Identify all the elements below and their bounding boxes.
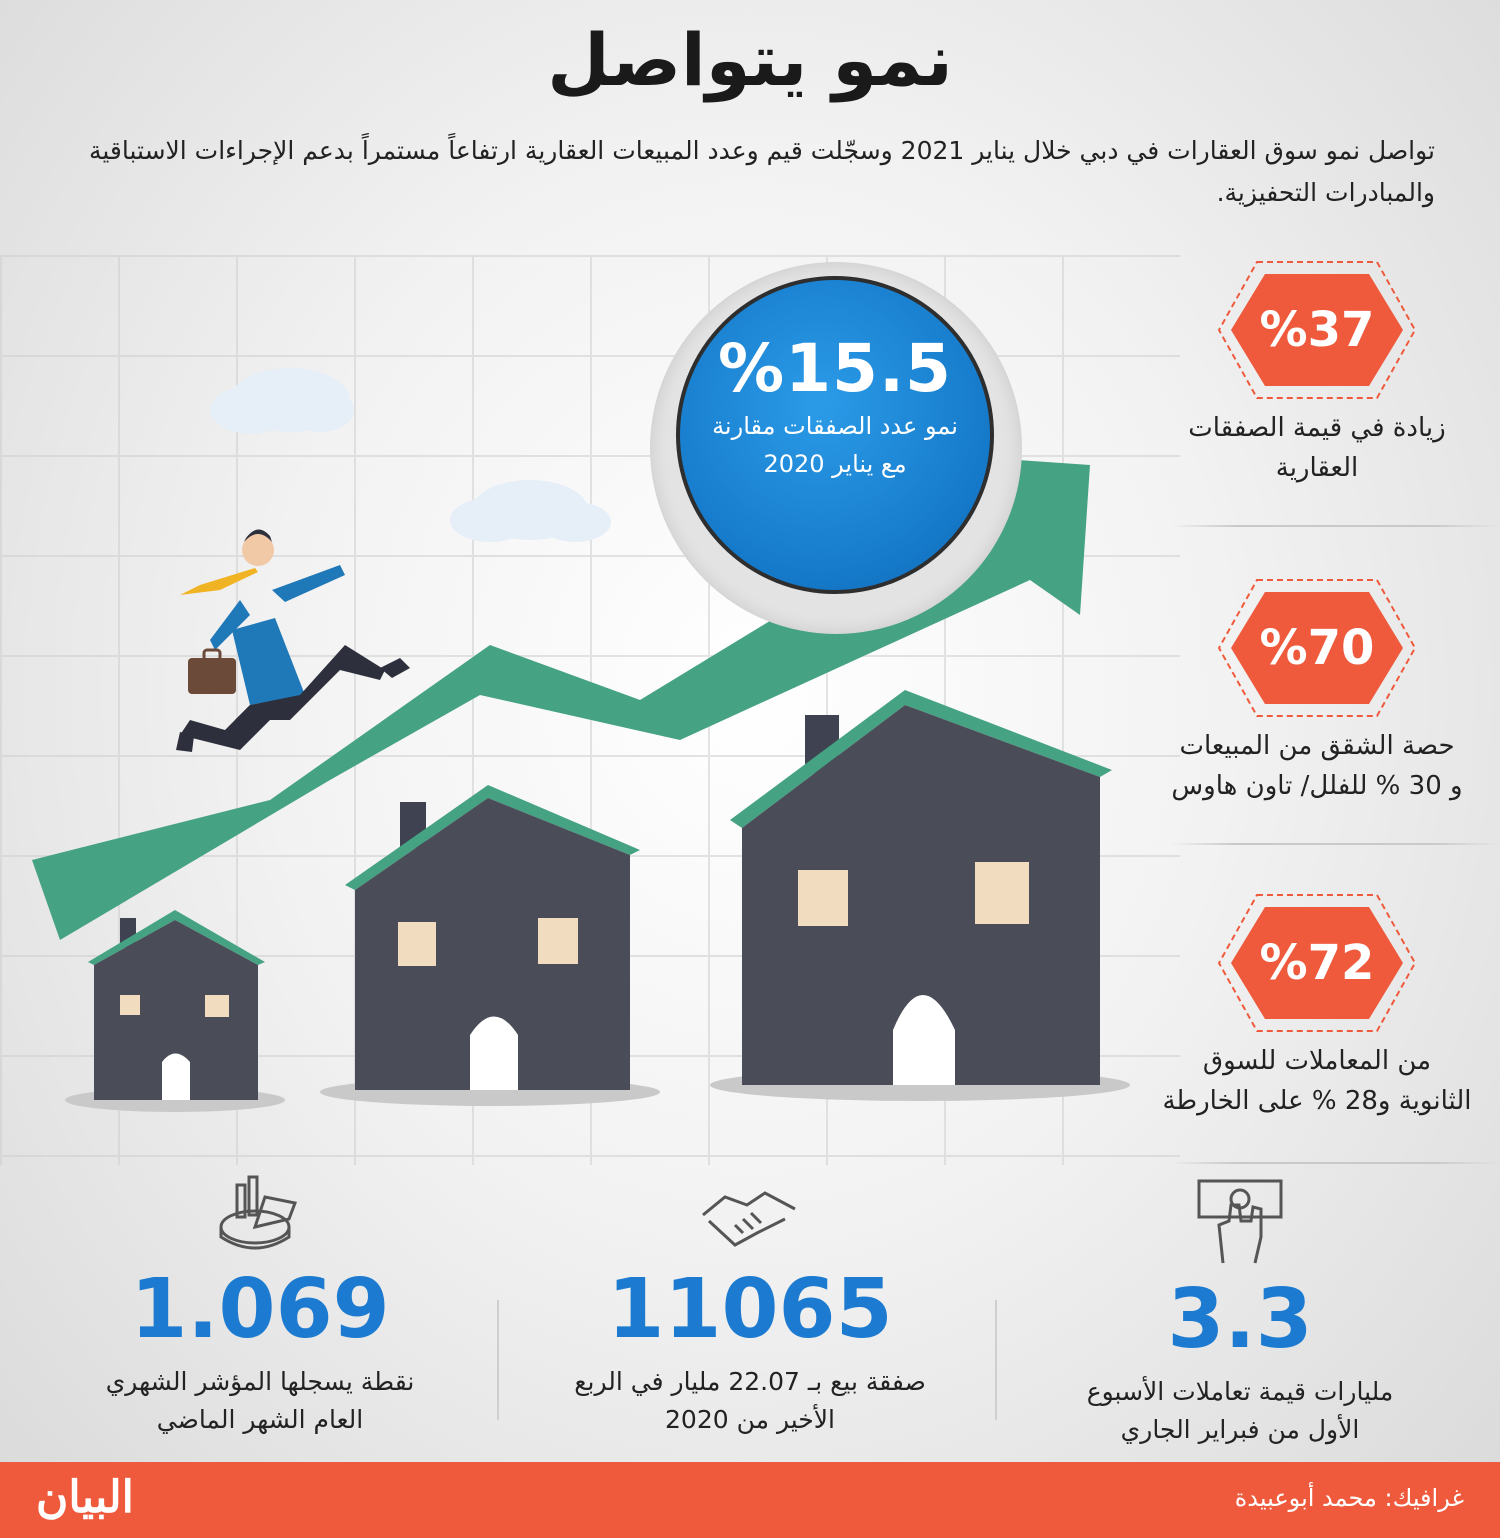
stat-label-line1: صفقة بيع بـ 22.07 مليار في الربع	[574, 1367, 926, 1396]
bottom-stat-deals: 11065 صفقة بيع بـ 22.07 مليار في الربع ا…	[540, 1175, 960, 1439]
side-stat-label-line1: من المعاملات للسوق	[1202, 1046, 1432, 1076]
bubble-label-line1: نمو عدد الصفقات مقارنة	[712, 412, 958, 440]
side-divider	[1170, 525, 1500, 527]
chart-pie-icon	[219, 1175, 298, 1250]
hexagon-badge: %37	[1217, 260, 1417, 400]
side-divider	[1170, 843, 1500, 845]
brand-logo: البيان	[36, 1472, 134, 1523]
stat-divider	[995, 1300, 997, 1420]
intro-text: تواصل نمو سوق العقارات في دبي خلال يناير…	[88, 136, 1435, 207]
handshake-icon	[702, 1191, 796, 1247]
stat-label-line2: العام الشهر الماضي	[156, 1405, 364, 1434]
stat-value: 3.3	[1167, 1272, 1313, 1367]
house-large	[730, 690, 1112, 1085]
bubble-label-line2: مع يناير 2020	[763, 450, 907, 478]
side-stat-3: %72 من المعاملات للسوق الثانوية و28 % عل…	[1152, 893, 1482, 1121]
footer-bar: البيان غرافيك: محمد أبوعبيدة	[0, 1462, 1500, 1538]
hexagon-badge: %70	[1217, 578, 1417, 718]
growth-illustration	[32, 368, 1130, 1112]
page-title: نمو يتواصل	[547, 18, 953, 102]
stat-value: 1.069	[130, 1262, 390, 1357]
growth-arrow	[32, 455, 1090, 940]
side-stat-value: %37	[1259, 302, 1375, 358]
side-stat-label-line2: العقارية	[1275, 453, 1359, 483]
side-stat-1: %37 زيادة في قيمة الصفقات العقارية	[1152, 260, 1482, 488]
side-stat-label-line2: و 30 % للفلل/ تاون هاوس	[1171, 771, 1463, 801]
stat-label-line2: الأول من فبراير الجاري	[1120, 1415, 1360, 1444]
bottom-stat-index: 1.069 نقطة يسجلها المؤشر الشهري العام ال…	[50, 1175, 470, 1439]
bubble-value: %15.5	[718, 330, 952, 407]
side-stat-2: %70 حصة الشقق من المبيعات و 30 % للفلل/ …	[1152, 578, 1482, 806]
house-small	[88, 910, 265, 1100]
deals-growth-bubble: %15.5 نمو عدد الصفقات مقارنة مع يناير 20…	[676, 276, 994, 594]
side-stat-label-line1: حصة الشقق من المبيعات	[1179, 731, 1455, 761]
graphic-credit: غرافيك: محمد أبوعبيدة	[1234, 1484, 1464, 1512]
side-stat-value: %70	[1259, 620, 1375, 676]
stat-divider	[497, 1300, 499, 1420]
side-stat-value: %72	[1259, 935, 1375, 991]
bottom-stat-value: 3.3 مليارات قيمة تعاملات الأسبوع الأول م…	[1030, 1175, 1450, 1449]
side-divider	[1170, 1162, 1500, 1164]
hexagon-badge: %72	[1217, 893, 1417, 1033]
stat-label-line2: الأخير من 2020	[665, 1405, 835, 1434]
side-stat-label-line1: زيادة في قيمة الصفقات	[1188, 413, 1446, 443]
stat-label-line1: نقطة يسجلها المؤشر الشهري	[105, 1367, 415, 1396]
side-stat-label-line2: الثانوية و28 % على الخارطة	[1162, 1086, 1472, 1116]
house-medium	[345, 785, 640, 1090]
businessman-illustration	[176, 529, 410, 752]
hand-money-icon	[1197, 1179, 1283, 1264]
stat-value: 11065	[607, 1262, 893, 1357]
stat-label-line1: مليارات قيمة تعاملات الأسبوع	[1086, 1377, 1394, 1406]
cloud-icon	[210, 368, 611, 542]
